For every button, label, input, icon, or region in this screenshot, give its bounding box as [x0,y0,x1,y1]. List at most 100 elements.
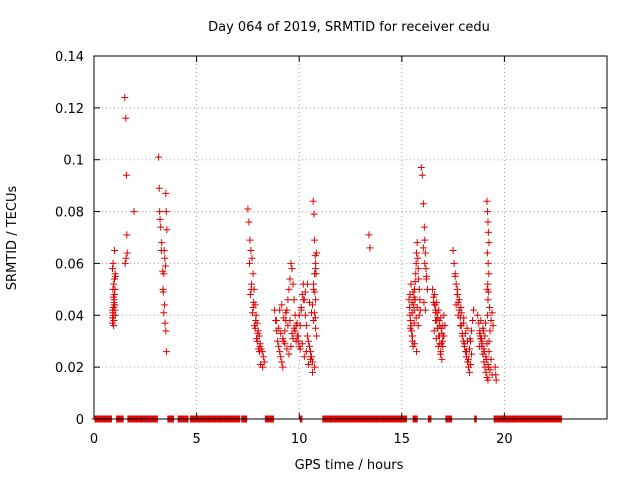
data-point [484,376,492,384]
data-point [259,363,267,371]
data-point [294,332,302,340]
data-point [460,314,468,322]
data-point [290,324,298,332]
data-point [304,337,312,345]
data-point [160,270,168,278]
data-point [109,285,117,293]
x-tick-label: 15 [394,432,411,447]
data-point [476,332,484,340]
data-point [468,327,476,335]
data-point [479,327,487,335]
x-tick-label: 10 [291,432,308,447]
data-point [310,309,318,317]
data-point [462,348,470,356]
data-point [301,288,309,296]
data-point [277,353,285,361]
x-axis-title: GPS time / hours [295,458,404,473]
data-point [310,280,318,288]
data-point [123,249,131,257]
data-point [111,246,119,254]
data-point [438,355,446,363]
data-point [285,285,293,293]
data-point [161,262,169,270]
data-point [436,350,444,358]
data-point [161,301,169,309]
data-point [411,296,419,304]
data-point [302,348,310,356]
data-point [156,208,164,216]
y-tick-label: 0 [76,413,84,428]
data-point [421,249,429,257]
data-point [245,218,253,226]
data-point [163,226,171,234]
data-point [259,353,267,361]
data-point [311,236,319,244]
data-point [406,324,414,332]
data-point [436,332,444,340]
data-point [312,296,320,304]
data-point [287,259,295,267]
data-point [253,337,261,345]
data-point [108,265,116,273]
x-tick-label: 0 [90,432,98,447]
data-point [159,285,167,293]
data-point [492,376,500,384]
data-point [301,311,309,319]
data-point [157,246,165,254]
data-point [244,205,252,213]
data-point [484,228,492,236]
data-point [410,319,418,327]
data-point [454,311,462,319]
data-point [162,189,170,197]
data-point [288,329,296,337]
axes: 0 5 10 15 20 0 0.02 0.04 0.06 0.08 0.1 0.12 0.14 [55,50,608,447]
data-point [491,363,499,371]
data-point [468,350,476,358]
data-point [286,316,294,324]
data-point [469,316,477,324]
data-point [289,280,297,288]
data-point [157,223,165,231]
data-point [110,280,118,288]
data-point [305,342,313,350]
data-point [130,208,138,216]
data-point [422,272,430,280]
data-point [485,270,493,278]
data-point [434,324,442,332]
data-point [109,259,117,267]
data-point [279,335,287,343]
data-point [485,239,493,247]
data-point [482,368,490,376]
data-point [275,324,283,332]
data-point [123,231,131,239]
data-point [407,280,415,288]
data-point [412,270,420,278]
data-point [162,348,170,356]
data-point [478,340,486,348]
data-point [255,348,263,356]
data-point [303,280,311,288]
data-point [482,319,490,327]
data-point [287,342,295,350]
data-point [276,306,284,314]
data-point [477,316,485,324]
data-point [286,275,294,283]
data-point [249,270,257,278]
data-point [283,345,291,353]
data-point [247,285,255,293]
data-point [278,358,286,366]
data-point [484,280,492,288]
y-tick-label: 0.08 [55,206,84,221]
data-point [429,285,437,293]
y-axis-title: SRMTID / TECUs [5,186,20,291]
data-point [484,259,492,267]
data-point [489,322,497,330]
data-point [299,296,307,304]
data-point [484,218,492,226]
data-point [311,314,319,322]
data-point [284,322,292,330]
data-point [431,316,439,324]
data-point [312,324,320,332]
data-point [366,244,374,252]
data-point [122,114,130,122]
